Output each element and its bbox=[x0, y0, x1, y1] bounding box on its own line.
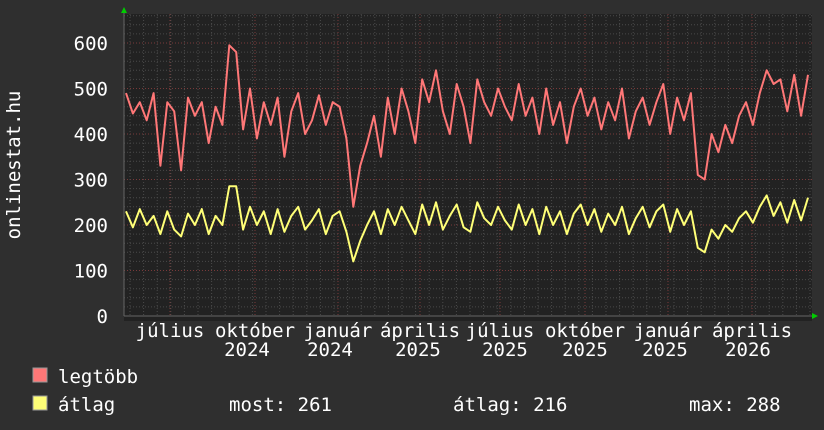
stat-atlag: átlag: 216 bbox=[453, 394, 567, 416]
series-line-atlag bbox=[125, 185, 809, 263]
x-tick-month-label: április bbox=[380, 320, 460, 342]
y-tick-label: 500 bbox=[74, 79, 108, 101]
legend-label-atlag: átlag bbox=[58, 394, 115, 416]
x-tick-month-label: január bbox=[634, 320, 703, 342]
x-tick-year-label: 2025 bbox=[562, 339, 608, 361]
x-tick-year-label: 2025 bbox=[395, 339, 441, 361]
y-axis-label: onlinestat.hu bbox=[3, 91, 25, 240]
x-tick-year-label: 2024 bbox=[307, 339, 353, 361]
legend-swatch-atlag bbox=[32, 395, 48, 411]
series-group bbox=[125, 44, 809, 263]
y-axis-ticks: 0 100 200 300 400 500 600 bbox=[74, 33, 108, 328]
x-tick-month-label: július bbox=[136, 320, 205, 342]
y-tick-label: 100 bbox=[74, 261, 108, 283]
x-tick-year-label: 2025 bbox=[482, 339, 528, 361]
x-axis-arrow-icon bbox=[812, 313, 818, 319]
stat-max: max: 288 bbox=[689, 394, 781, 416]
x-tick-month-label: január bbox=[304, 320, 373, 342]
series-line-legtobb bbox=[125, 44, 809, 208]
y-tick-label: 0 bbox=[97, 306, 108, 328]
x-tick-month-label: október bbox=[215, 320, 295, 342]
x-tick-month-label: április bbox=[712, 320, 792, 342]
x-tick-year-label: 2024 bbox=[224, 339, 270, 361]
y-axis-arrow-icon bbox=[121, 7, 127, 13]
y-tick-label: 600 bbox=[74, 33, 108, 55]
x-tick-year-label: 2025 bbox=[642, 339, 688, 361]
y-tick-label: 400 bbox=[74, 124, 108, 146]
x-axis-labels: július október január április július október j… bbox=[136, 320, 792, 361]
legend-swatch-legtobb bbox=[32, 367, 48, 383]
legend-label-legtobb: legtöbb bbox=[58, 366, 138, 388]
y-tick-label: 300 bbox=[74, 170, 108, 192]
stat-most: most: 261 bbox=[229, 394, 332, 416]
x-tick-year-label: 2026 bbox=[725, 339, 771, 361]
y-tick-label: 200 bbox=[74, 215, 108, 237]
x-tick-month-label: október bbox=[545, 320, 625, 342]
x-tick-month-label: július bbox=[466, 320, 535, 342]
